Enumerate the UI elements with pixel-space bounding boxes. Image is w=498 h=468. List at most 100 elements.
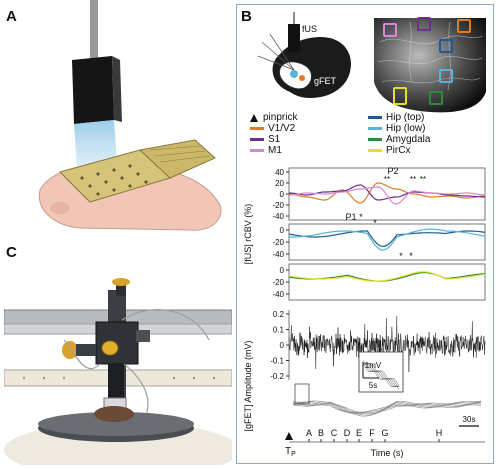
annotation-double-star: ** <box>420 175 426 184</box>
fus-image <box>374 17 486 113</box>
y-tick-label: -40 <box>272 290 284 299</box>
y-tick-label: 0.2 <box>273 310 285 319</box>
legend-label: S1 <box>268 134 281 145</box>
legend-item: Hip (top) <box>368 112 424 123</box>
time-letter: H <box>436 428 443 438</box>
legend-label: pinprick <box>263 112 298 123</box>
panel-label-c: C <box>6 244 17 261</box>
y-tick-label: -40 <box>272 250 284 259</box>
legend-item: PirCx <box>368 145 410 156</box>
inset-trace <box>362 363 400 388</box>
time-axis-label: Time (s) <box>371 448 404 458</box>
tp-label: TP <box>285 446 296 458</box>
legend-swatch <box>368 138 382 141</box>
y-tick-label: -20 <box>272 238 284 247</box>
roi-hip-top <box>439 39 453 53</box>
legend-label: Hip (low) <box>386 123 426 134</box>
roi-amygdala <box>429 91 443 105</box>
annotation-double-star: ** <box>384 175 390 184</box>
annotation-double-star: ** <box>410 175 416 184</box>
trace-hippocampus <box>288 230 486 248</box>
scale-30s-label: 30s <box>463 415 476 424</box>
legend-label: Amygdala <box>386 134 431 145</box>
roi-m1 <box>383 23 397 37</box>
y-axis-label-gfet: [gFET] Amplitude (mV) <box>243 340 253 431</box>
roi-s1 <box>417 17 431 31</box>
legend-swatch <box>250 127 264 130</box>
legend-swatch <box>368 127 382 130</box>
gfet-electrodes <box>80 164 148 196</box>
legend-label: Hip (top) <box>386 112 425 123</box>
panel-label-a: A <box>6 8 17 25</box>
time-letter: C <box>331 428 338 438</box>
annotation-p1: P1 <box>345 212 356 222</box>
inset-scale-t-label: 5s <box>369 381 377 390</box>
trace-gfet-slow <box>292 400 482 413</box>
knob-top <box>112 278 130 286</box>
trace-gfet-slow <box>293 403 481 416</box>
trace-cortex <box>288 182 485 204</box>
tp-subscript: P <box>291 451 296 458</box>
knob-front <box>101 340 119 356</box>
y-axis-label-cbv: [fUS] rCBV (%) <box>243 204 253 265</box>
y-tick-label: -0.2 <box>270 372 284 381</box>
trace-cortex <box>289 186 485 205</box>
pinprick-triangle-icon <box>285 432 293 440</box>
annotation-star: * <box>373 218 377 228</box>
plot-frame-hippocampus <box>288 223 486 261</box>
animal <box>94 406 134 422</box>
time-letter: E <box>356 428 362 438</box>
inset-marker <box>294 383 310 405</box>
inset-trace <box>362 359 400 386</box>
legend-swatch <box>368 149 382 152</box>
panel-label-b: B <box>241 8 252 25</box>
brain-schematic: fUS gFET <box>257 12 352 98</box>
trace-amygdala-pircx <box>288 271 486 282</box>
inset-box <box>358 351 404 393</box>
roi-v1v2 <box>457 19 471 33</box>
plot-frame-amygdala <box>288 263 486 301</box>
annotation-star: * <box>399 251 403 261</box>
annotation-star: * <box>409 251 413 261</box>
inset-trace <box>362 363 400 390</box>
y-tick-label: -40 <box>272 212 284 221</box>
time-letter: B <box>318 428 324 438</box>
legend: pinprick V1/V2 S1 M1 Hip (top) Hip (low) Amygd… <box>250 112 490 158</box>
panel-a-illustration <box>38 0 222 231</box>
inset-trace <box>363 363 400 388</box>
legend-item: Hip (low) <box>368 123 425 134</box>
carriage <box>95 321 139 365</box>
y-tick-label: 20 <box>275 179 284 188</box>
probe-cable <box>90 0 98 60</box>
trace-hippocampus <box>288 228 486 251</box>
time-letter: G <box>381 428 388 438</box>
panel-c-illustration <box>4 260 232 465</box>
y-tick-label: 0 <box>280 190 285 199</box>
time-letter: D <box>344 428 351 438</box>
y-tick-label: -20 <box>272 278 284 287</box>
fus-probe <box>108 364 124 400</box>
y-tick-label: 0 <box>280 341 285 350</box>
annotation-star: * <box>359 212 363 222</box>
roi-hip-low <box>439 69 453 83</box>
y-tick-label: 0 <box>280 266 285 275</box>
y-tick-label: -20 <box>272 201 284 210</box>
time-letter: F <box>369 428 375 438</box>
y-tick-label: 0 <box>280 226 285 235</box>
triangle-icon <box>250 113 258 122</box>
legend-label: M1 <box>268 145 282 156</box>
panel-b-frame <box>236 4 494 464</box>
annotation-p2: P2 <box>387 166 398 176</box>
fus-label: fUS <box>302 24 317 34</box>
legend-swatch <box>368 116 382 119</box>
y-tick-label: 40 <box>275 168 284 177</box>
trace-gfet-slow <box>292 402 481 415</box>
legend-label: V1/V2 <box>268 123 296 134</box>
y-tick-label: -0.1 <box>270 357 284 366</box>
time-letter: A <box>306 428 312 438</box>
legend-swatch <box>250 138 264 141</box>
legend-item: V1/V2 <box>250 123 295 134</box>
legend-item: pinprick <box>250 112 297 123</box>
ultrasound-probe <box>72 56 114 124</box>
trace-gfet-slow <box>292 404 481 417</box>
